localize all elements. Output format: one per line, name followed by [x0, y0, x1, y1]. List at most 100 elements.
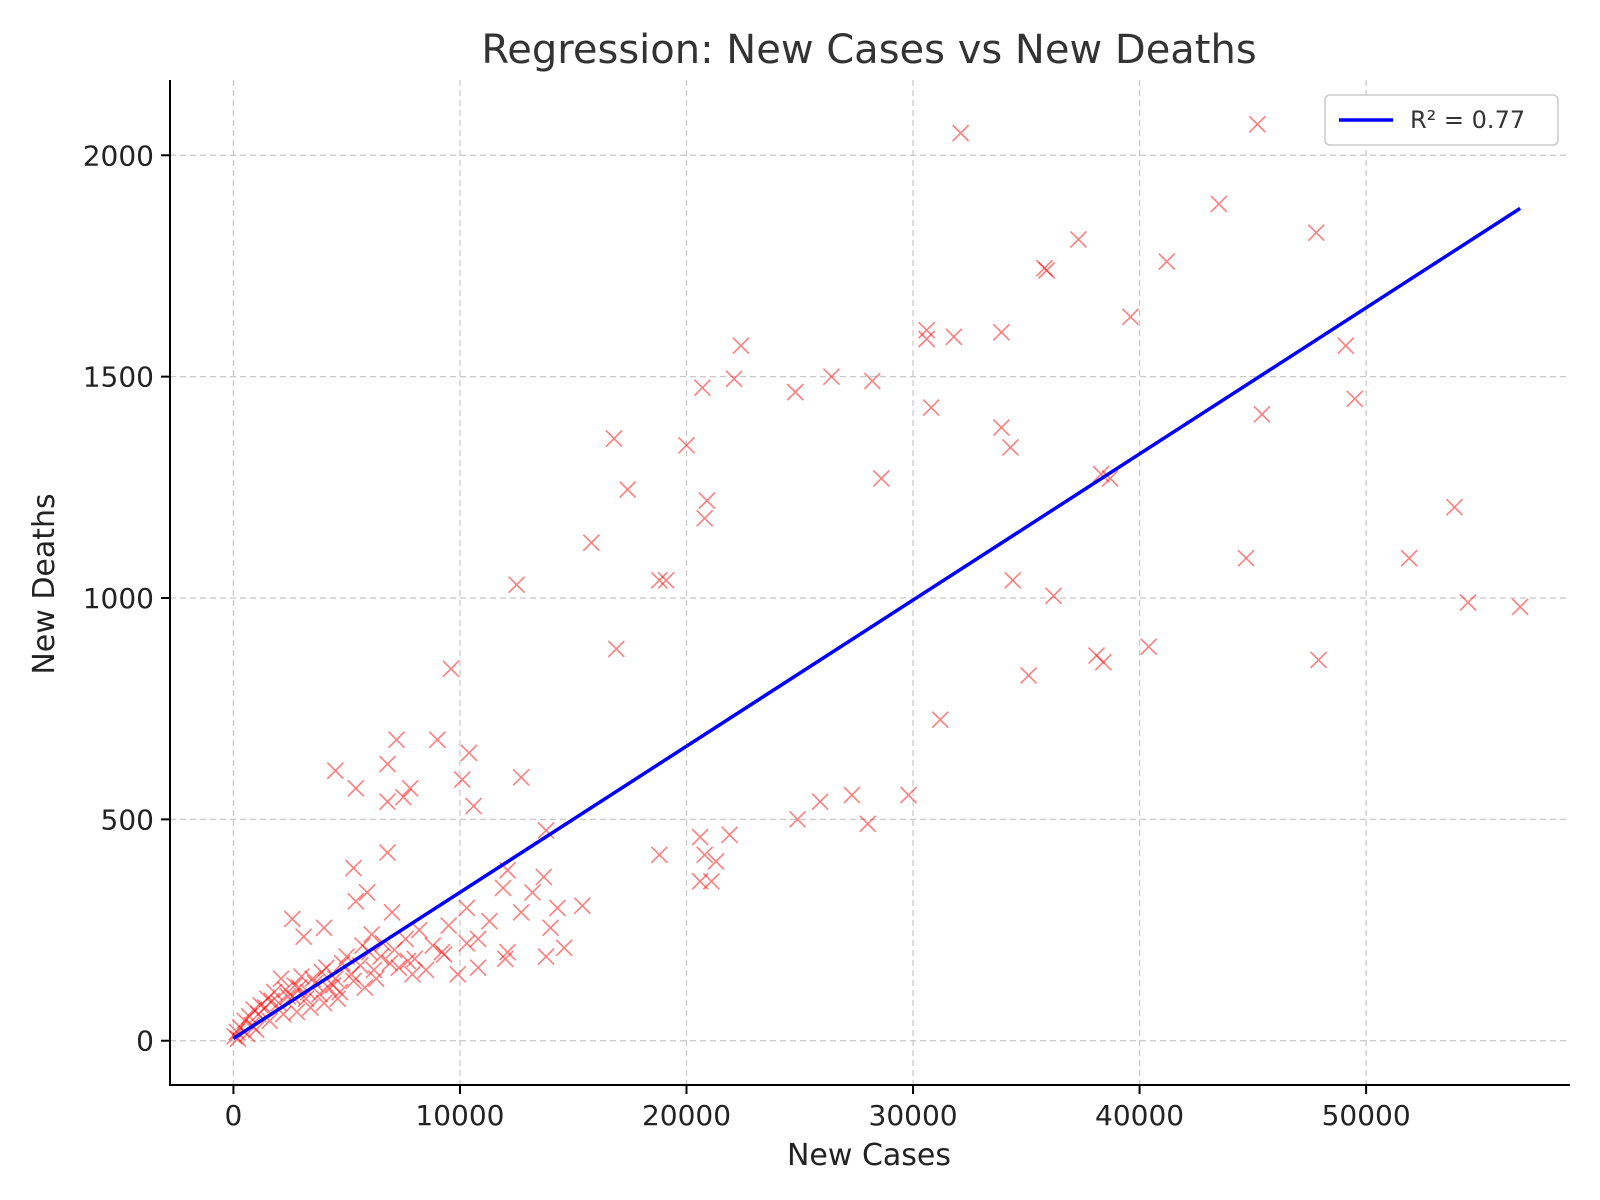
data-point — [607, 640, 625, 658]
data-points — [225, 115, 1529, 1048]
data-point — [331, 983, 349, 1001]
data-point — [381, 954, 399, 972]
x-tick-label: 0 — [225, 1099, 243, 1132]
y-tick-label: 1000 — [83, 582, 154, 615]
data-point — [1158, 252, 1176, 271]
data-point — [1445, 498, 1464, 516]
data-point — [440, 917, 458, 935]
data-point — [1069, 230, 1087, 248]
data-point — [424, 936, 442, 955]
data-point — [1140, 638, 1158, 656]
data-point — [397, 930, 415, 948]
data-point — [918, 321, 936, 339]
data-point — [347, 779, 365, 797]
data-point — [464, 797, 483, 815]
data-point — [899, 786, 918, 804]
data-point — [535, 868, 553, 886]
data-point — [272, 970, 290, 988]
data-point — [383, 903, 401, 921]
data-point — [707, 852, 725, 870]
data-point — [378, 793, 397, 811]
data-point — [1309, 651, 1328, 669]
data-point — [1459, 593, 1477, 611]
legend-label-fit: R² = 0.77 — [1410, 106, 1525, 134]
data-point — [494, 879, 512, 897]
data-point — [859, 815, 877, 833]
x-tick-label: 10000 — [415, 1099, 504, 1132]
data-point — [410, 921, 428, 939]
data-point — [555, 939, 573, 957]
data-point — [811, 793, 829, 811]
data-point — [347, 892, 365, 910]
data-point — [822, 368, 841, 386]
data-point — [344, 859, 363, 877]
data-point — [1237, 549, 1255, 567]
legend-box — [1324, 94, 1559, 146]
data-point — [786, 383, 804, 401]
axes: 0 10000 20000 30000 40000 50000 0 500 1000 1500 20… — [83, 80, 1570, 1132]
data-point — [1400, 549, 1418, 567]
data-point — [1038, 261, 1056, 279]
data-point — [344, 972, 363, 990]
legend: R² = 0.77 — [1324, 94, 1559, 146]
data-point — [702, 872, 720, 890]
data-point — [573, 897, 591, 915]
data-point — [261, 1012, 279, 1030]
data-point — [399, 952, 417, 970]
data-point — [1001, 438, 1020, 457]
data-point — [433, 943, 451, 961]
regression-line — [232, 206, 1522, 1040]
data-point — [619, 480, 637, 499]
data-point — [725, 370, 743, 388]
data-point — [283, 910, 301, 928]
data-point — [394, 788, 412, 806]
data-point — [292, 967, 310, 986]
y-tick-label: 1500 — [83, 361, 154, 394]
data-point — [401, 779, 419, 797]
data-point — [458, 934, 476, 952]
data-point — [843, 786, 861, 804]
data-point — [732, 337, 750, 355]
y-axis-label: New Deaths — [27, 493, 62, 674]
data-point — [1092, 465, 1110, 483]
data-point — [918, 330, 936, 348]
data-point — [367, 970, 385, 988]
data-point — [358, 883, 376, 901]
data-point — [1511, 598, 1529, 616]
data-point — [270, 994, 288, 1012]
data-point — [650, 846, 668, 864]
data-point — [326, 762, 344, 780]
data-point — [1210, 195, 1228, 213]
data-point — [1346, 390, 1364, 408]
data-point — [228, 1023, 246, 1041]
data-point — [696, 509, 714, 527]
data-point — [496, 950, 514, 968]
data-point — [512, 768, 530, 786]
data-point — [548, 899, 566, 917]
data-point — [342, 965, 360, 983]
data-point — [992, 323, 1010, 341]
data-point — [992, 418, 1010, 437]
x-tick-label: 40000 — [1095, 1099, 1184, 1132]
data-point — [650, 571, 668, 589]
data-point — [1248, 115, 1266, 133]
data-point — [1101, 469, 1119, 488]
data-point — [458, 899, 476, 917]
data-point — [301, 998, 320, 1017]
data-point — [945, 328, 963, 346]
data-point — [537, 821, 555, 839]
data-point — [469, 930, 487, 948]
data-point — [1307, 224, 1325, 242]
data-point — [512, 903, 530, 921]
data-point — [696, 846, 714, 864]
data-point — [657, 571, 675, 589]
data-point — [498, 943, 517, 961]
data-point — [378, 755, 397, 773]
data-point — [508, 576, 526, 594]
data-point — [1337, 337, 1355, 355]
data-point — [931, 711, 949, 729]
data-point — [1094, 653, 1112, 671]
data-point — [460, 744, 478, 762]
x-tick-label: 30000 — [869, 1099, 958, 1132]
